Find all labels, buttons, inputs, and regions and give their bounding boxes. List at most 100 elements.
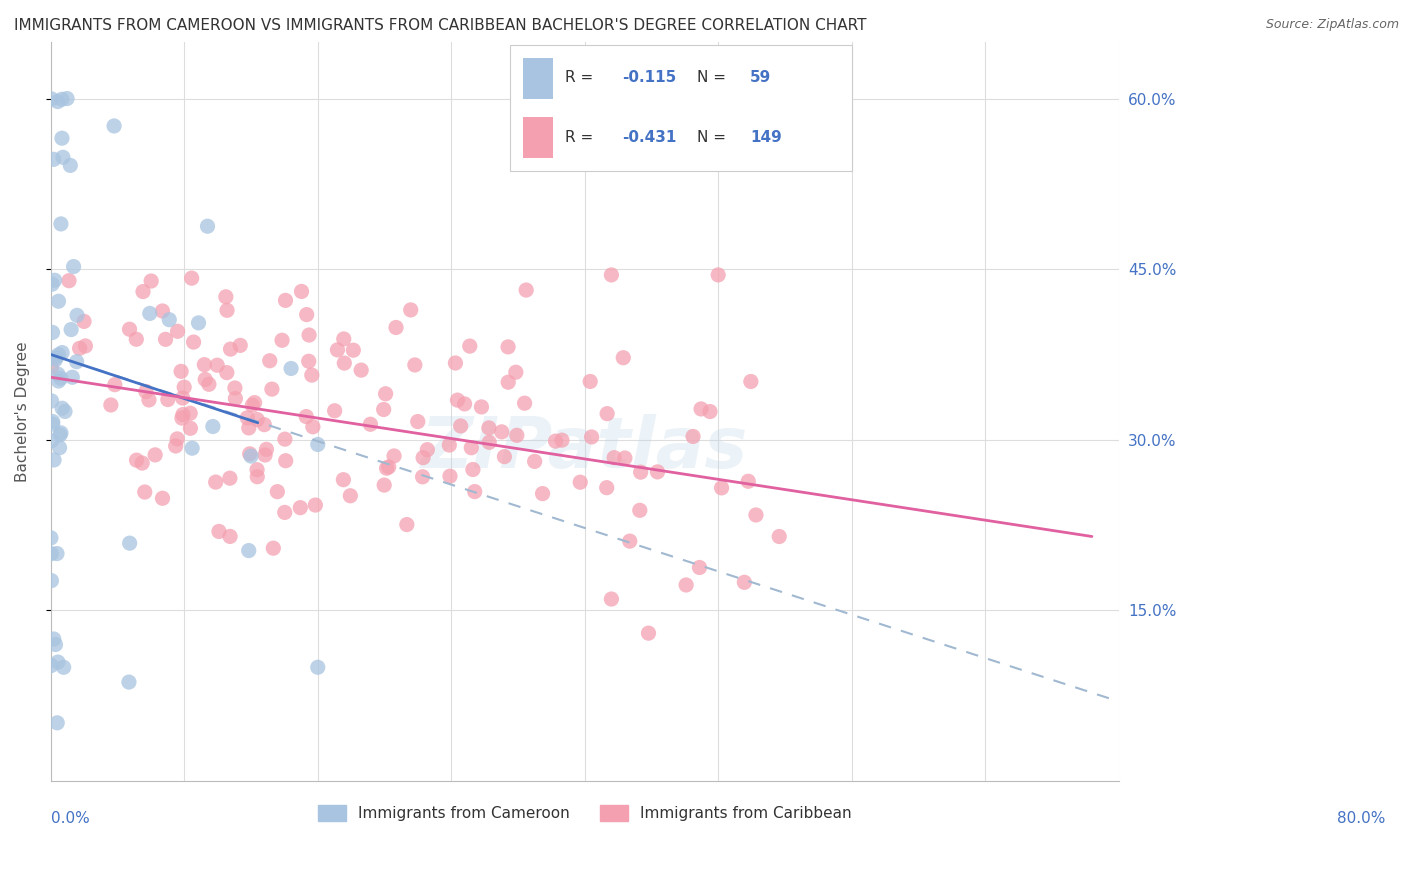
Point: [218, 471, 240, 485]
Point: [51, 92, 73, 106]
Point: [406, 415, 429, 429]
Point: [612, 351, 634, 365]
Point: [596, 407, 619, 421]
Point: [494, 450, 516, 464]
Point: [44, 638, 66, 652]
Point: [41, 434, 63, 448]
Point: [152, 304, 174, 318]
Point: [118, 675, 141, 690]
Point: [58, 274, 80, 288]
Point: [187, 316, 209, 330]
Point: [41, 92, 63, 106]
Point: [619, 534, 641, 549]
Point: [301, 368, 323, 383]
Point: [630, 465, 652, 479]
Point: [141, 274, 163, 288]
Point: [205, 358, 228, 372]
Point: [373, 478, 395, 492]
Point: [246, 463, 269, 477]
Point: [271, 333, 294, 347]
Point: [266, 484, 288, 499]
Point: [254, 448, 277, 462]
Point: [39, 531, 62, 545]
Point: [613, 450, 636, 465]
Point: [710, 481, 733, 495]
Point: [41, 326, 63, 340]
Point: [125, 332, 148, 346]
Point: [166, 324, 188, 338]
Point: [236, 410, 259, 425]
Point: [460, 441, 482, 455]
Point: [73, 314, 96, 328]
Point: [193, 358, 215, 372]
Point: [637, 626, 659, 640]
Point: [260, 382, 283, 396]
Point: [157, 312, 180, 326]
Point: [307, 437, 329, 451]
Point: [239, 447, 262, 461]
Y-axis label: Bachelor's Degree: Bachelor's Degree: [15, 341, 30, 482]
Point: [262, 541, 284, 556]
Point: [166, 432, 188, 446]
Text: N =: N =: [697, 70, 731, 86]
Point: [523, 454, 546, 468]
Point: [66, 354, 89, 368]
Point: [42, 417, 65, 431]
Text: IMMIGRANTS FROM CAMEROON VS IMMIGRANTS FROM CARIBBEAN BACHELOR'S DEGREE CORRELAT: IMMIGRANTS FROM CAMEROON VS IMMIGRANTS F…: [14, 18, 866, 33]
Point: [48, 374, 70, 388]
Point: [139, 306, 162, 320]
Point: [215, 303, 238, 318]
Point: [253, 417, 276, 432]
Point: [131, 456, 153, 470]
Point: [208, 524, 231, 539]
Point: [152, 491, 174, 506]
Point: [304, 498, 326, 512]
Point: [155, 332, 177, 346]
Point: [204, 475, 226, 489]
Point: [461, 462, 484, 476]
Point: [513, 396, 536, 410]
Point: [382, 449, 405, 463]
Point: [350, 363, 373, 377]
Point: [224, 381, 246, 395]
Text: ZIPatlas: ZIPatlas: [420, 414, 748, 483]
Point: [240, 398, 263, 412]
Point: [246, 412, 269, 426]
Point: [46, 547, 69, 561]
Point: [66, 309, 89, 323]
Point: [603, 450, 626, 465]
Point: [41, 415, 63, 429]
Point: [170, 364, 193, 378]
Point: [179, 406, 201, 420]
Point: [56, 91, 79, 105]
Point: [100, 398, 122, 412]
Point: [707, 268, 730, 282]
Point: [470, 400, 492, 414]
Text: -0.431: -0.431: [621, 129, 676, 145]
Point: [600, 268, 623, 282]
Point: [118, 322, 141, 336]
Point: [506, 428, 529, 442]
Point: [280, 361, 302, 376]
Point: [690, 401, 713, 416]
Point: [173, 380, 195, 394]
Point: [274, 432, 297, 446]
Point: [274, 505, 297, 519]
Point: [551, 433, 574, 447]
Text: Source: ZipAtlas.com: Source: ZipAtlas.com: [1265, 18, 1399, 31]
Point: [51, 131, 73, 145]
Point: [125, 453, 148, 467]
Point: [69, 341, 91, 355]
Point: [179, 421, 201, 435]
Point: [298, 328, 321, 343]
Point: [302, 419, 325, 434]
Text: -0.115: -0.115: [621, 70, 676, 86]
Point: [238, 543, 260, 558]
Point: [682, 429, 704, 443]
Point: [75, 339, 97, 353]
Point: [505, 365, 527, 379]
Point: [41, 277, 63, 292]
Point: [172, 408, 194, 422]
Text: 80.0%: 80.0%: [1337, 811, 1385, 826]
Point: [458, 339, 481, 353]
